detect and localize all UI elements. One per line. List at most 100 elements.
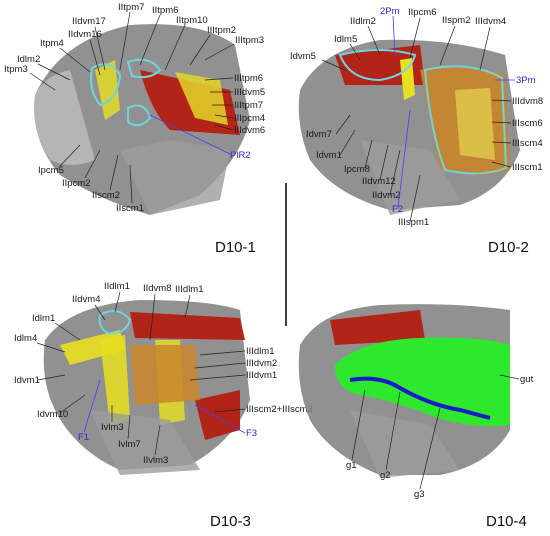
label-iiiscm6: IIIscm6: [512, 118, 543, 129]
leader-line: [94, 304, 106, 321]
yellow-muscle: [175, 72, 228, 125]
leader-line: [184, 294, 191, 319]
leader-line: [199, 350, 246, 356]
leader-line: [349, 43, 361, 61]
panel-title-d10-3: D10-3: [210, 513, 251, 530]
leader-line: [59, 394, 86, 414]
leader-line: [59, 144, 81, 167]
leader-line: [479, 26, 491, 71]
label-f3: F3: [246, 428, 257, 439]
label-idvm5: Idvm5: [290, 51, 316, 62]
label-iiidvm4: IIIdvm4: [475, 16, 506, 27]
leader-line: [214, 124, 234, 131]
red-muscle-mass: [330, 310, 425, 345]
leader-line: [321, 59, 346, 71]
label-iiiscm1: IIIscm1: [512, 162, 543, 173]
label-idvm1: Idvm1: [316, 150, 342, 161]
leader-line: [204, 77, 234, 81]
cyan-outline: [338, 49, 417, 82]
label-idlm2: Idlm2: [17, 54, 40, 65]
leader-line: [194, 404, 246, 434]
ventral-nerve-cord: [349, 376, 491, 420]
label-iipcm6: IIpcm6: [408, 7, 437, 18]
leader-line: [189, 374, 246, 381]
label-iiidlm1: IIIdlm1: [175, 284, 204, 295]
leader-line: [37, 374, 66, 381]
label-g2: g2: [380, 470, 391, 481]
leader-line: [127, 414, 131, 440]
panel-d10-1: D10-1 IItpm7 IItpm6 IItpm10 IIdvm17 IIdv…: [4, 2, 265, 256]
label-iiidvm6: IIIdvm6: [234, 125, 265, 136]
label-plr2: PlR2: [230, 150, 251, 161]
label-idlm1: Idlm1: [32, 313, 55, 324]
cyan-outline: [423, 65, 508, 175]
red-muscle-mass: [195, 390, 240, 440]
leader-line: [89, 39, 101, 76]
label-iivlm3: IIvlm3: [143, 455, 168, 466]
leader-line: [59, 47, 91, 73]
leader-line: [379, 144, 389, 181]
label-itpm4: Itpm4: [40, 38, 64, 49]
leader-line: [214, 408, 246, 413]
head-region: [34, 70, 95, 165]
label-f2: F2: [392, 204, 403, 215]
label-idvm10: Idvm10: [37, 409, 68, 420]
panel-d10-3: D10-3 IIdlm1 IIdvm8 IIIdlm1 IIdvm4 Idlm1…: [14, 281, 313, 530]
label-ivlm3: Ivlm3: [101, 422, 124, 433]
yellow-muscle: [100, 335, 130, 425]
leader-line: [114, 291, 121, 313]
label-iiiscm2-iiiscm3: IIIscm2+IIIscm3: [246, 404, 313, 415]
leader-line: [36, 342, 66, 353]
leader-line: [139, 14, 161, 66]
label-iiidvm8: IIIdvm8: [512, 96, 543, 107]
label-ipcm8: Ipcm8: [344, 164, 370, 175]
label-iipcm2: IIpcm2: [62, 178, 91, 189]
label-idlm5: Idlm5: [334, 34, 357, 45]
legs-cuticle: [120, 140, 230, 215]
leader-line: [189, 34, 211, 66]
leader-line: [385, 391, 401, 471]
label-iidvm16: IIdvm16: [68, 29, 102, 40]
gut: [335, 337, 510, 427]
leader-line: [439, 25, 456, 66]
label-iiitpm6: IIItpm6: [234, 73, 263, 84]
cyan-outline: [98, 310, 132, 335]
leader-line: [54, 322, 81, 341]
cyan-outline: [126, 58, 162, 79]
leader-line: [83, 379, 101, 433]
panel-title-d10-1: D10-1: [215, 239, 256, 256]
label-ivlm7: Ivlm7: [118, 439, 141, 450]
panel-d10-2: D10-2 2Pm IIdlm2 IIpcm6 IIspm2 IIIdvm4 I…: [290, 6, 543, 256]
legs-cuticle: [350, 410, 460, 478]
label-iitpm7: IItpm7: [118, 2, 144, 13]
label-g3: g3: [414, 489, 425, 500]
label-iidvm2: IIdvm2: [372, 190, 401, 201]
label-iiidvm5: IIIdvm5: [234, 87, 265, 98]
leader-line: [335, 114, 351, 135]
yellow-muscle: [455, 88, 495, 160]
label-gut: gut: [520, 374, 534, 385]
leader-line: [149, 114, 231, 155]
label-iiipcm4: IIIpcm4: [234, 113, 265, 124]
label-idvm1: Idvm1: [14, 375, 40, 386]
label-iiscm1: IIscm1: [116, 203, 144, 214]
leader-line: [491, 161, 512, 168]
label-iiitpm7: IIItpm7: [234, 100, 263, 111]
leader-line: [109, 154, 119, 191]
leader-line: [491, 121, 512, 124]
label-3pm: 3Pm: [516, 75, 536, 86]
leader-line: [389, 149, 401, 196]
label-iidvm8: IIdvm8: [143, 283, 172, 294]
legs-cuticle: [90, 410, 200, 475]
label-iitpm6: IItpm6: [152, 5, 178, 16]
leader-line: [419, 407, 441, 490]
leader-line: [397, 109, 411, 209]
label-iiiscm4: IIIscm4: [512, 138, 543, 149]
label-itpm3: Itpm3: [4, 64, 28, 75]
leader-line: [351, 389, 366, 461]
leader-line: [94, 26, 106, 71]
leader-line: [367, 25, 381, 56]
label-iidvm17: IIdvm17: [72, 16, 106, 27]
label-iitpm10: IItpm10: [176, 15, 208, 26]
leader-line: [491, 99, 512, 102]
